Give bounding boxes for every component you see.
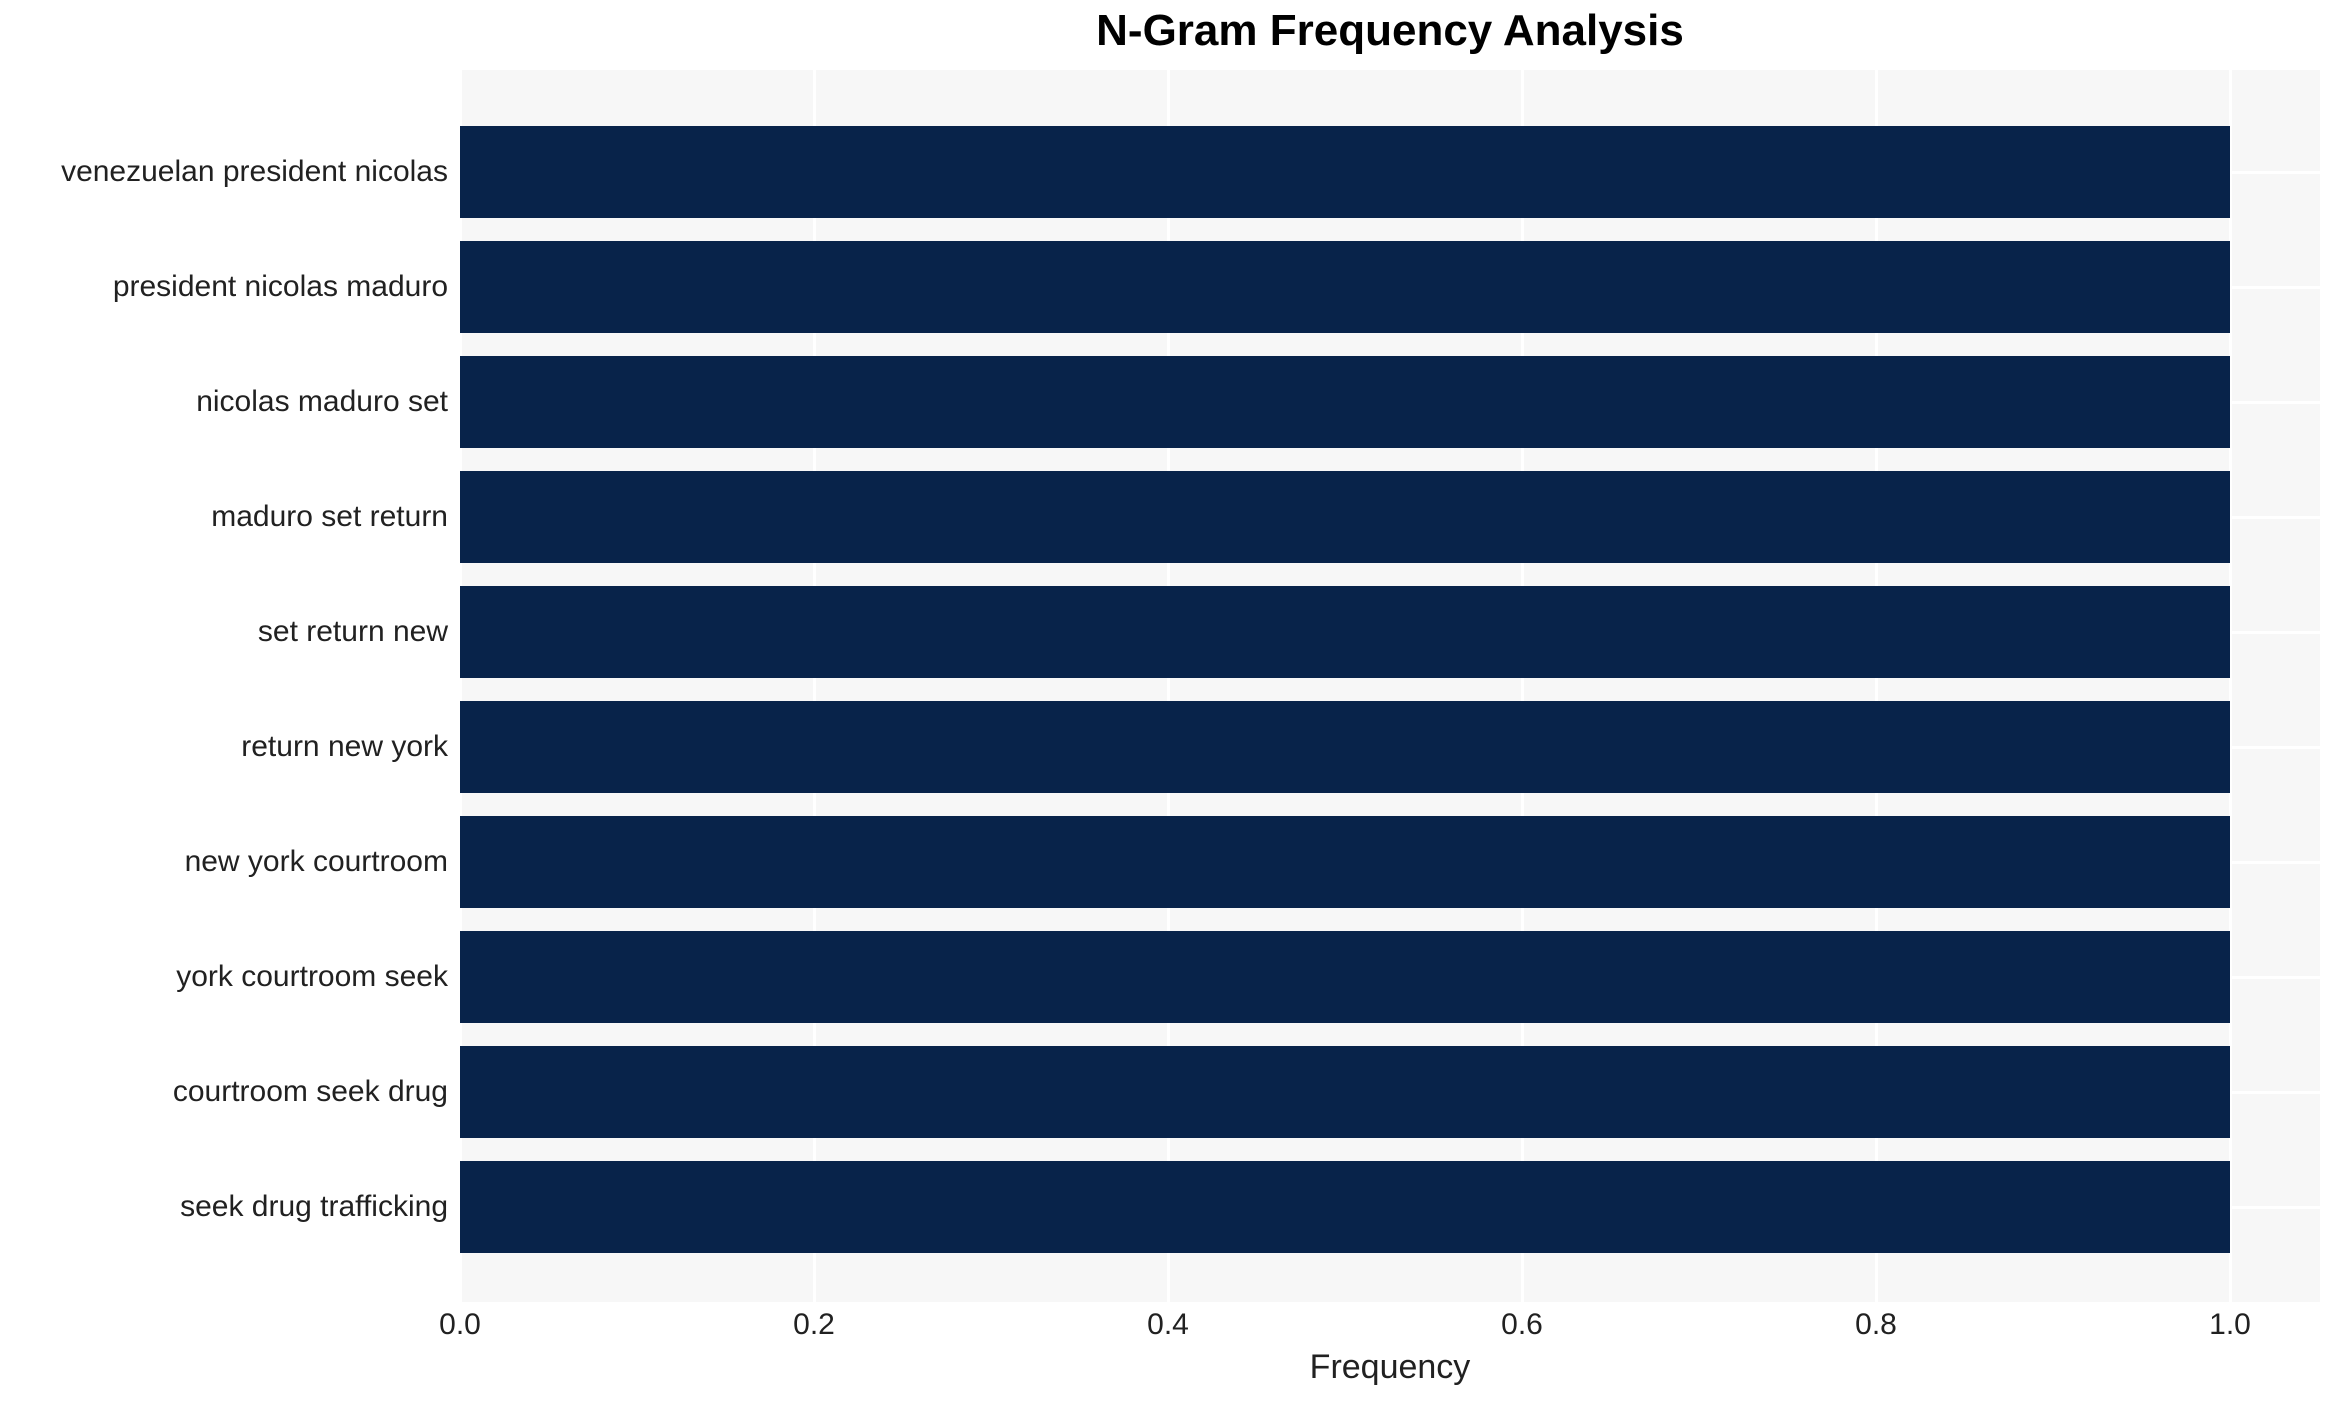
- chart-title: N-Gram Frequency Analysis: [1096, 6, 1684, 55]
- x-tick-label: 0.8: [1855, 1308, 1897, 1341]
- bar: [460, 816, 2230, 908]
- y-axis-label: set return new: [257, 615, 448, 648]
- v-gridline: [1166, 70, 1170, 1302]
- x-tick-label: 1.0: [2209, 1308, 2251, 1341]
- y-axis-label: president nicolas maduro: [112, 270, 448, 303]
- x-axis-title: Frequency: [1309, 1348, 1471, 1386]
- y-axis-label: seek drug trafficking: [180, 1190, 448, 1223]
- bar: [460, 356, 2230, 448]
- y-axis-label: nicolas maduro set: [196, 385, 448, 418]
- bar: [460, 931, 2230, 1023]
- y-axis-label: courtroom seek drug: [172, 1075, 448, 1108]
- x-tick-label: 0.6: [1501, 1308, 1543, 1341]
- x-tick-label: 0.4: [1147, 1308, 1189, 1341]
- bar: [460, 1161, 2230, 1253]
- y-axis-label: return new york: [241, 730, 448, 763]
- bar: [460, 586, 2230, 678]
- plot-area: [458, 70, 2320, 1302]
- bar: [460, 241, 2230, 333]
- y-axis-label: venezuelan president nicolas: [61, 155, 448, 188]
- v-gridline: [458, 70, 462, 1302]
- x-tick-label: 0.0: [439, 1308, 481, 1341]
- bar: [460, 701, 2230, 793]
- y-axis-label: maduro set return: [211, 500, 448, 533]
- bar: [460, 126, 2230, 218]
- v-gridline: [812, 70, 816, 1302]
- y-axis-label: new york courtroom: [184, 845, 448, 878]
- v-gridline: [1520, 70, 1524, 1302]
- v-gridline: [2228, 70, 2232, 1302]
- bar: [460, 471, 2230, 563]
- y-axis-label: york courtroom seek: [176, 960, 448, 993]
- bar: [460, 1046, 2230, 1138]
- v-gridline: [1874, 70, 1878, 1302]
- x-tick-label: 0.2: [793, 1308, 835, 1341]
